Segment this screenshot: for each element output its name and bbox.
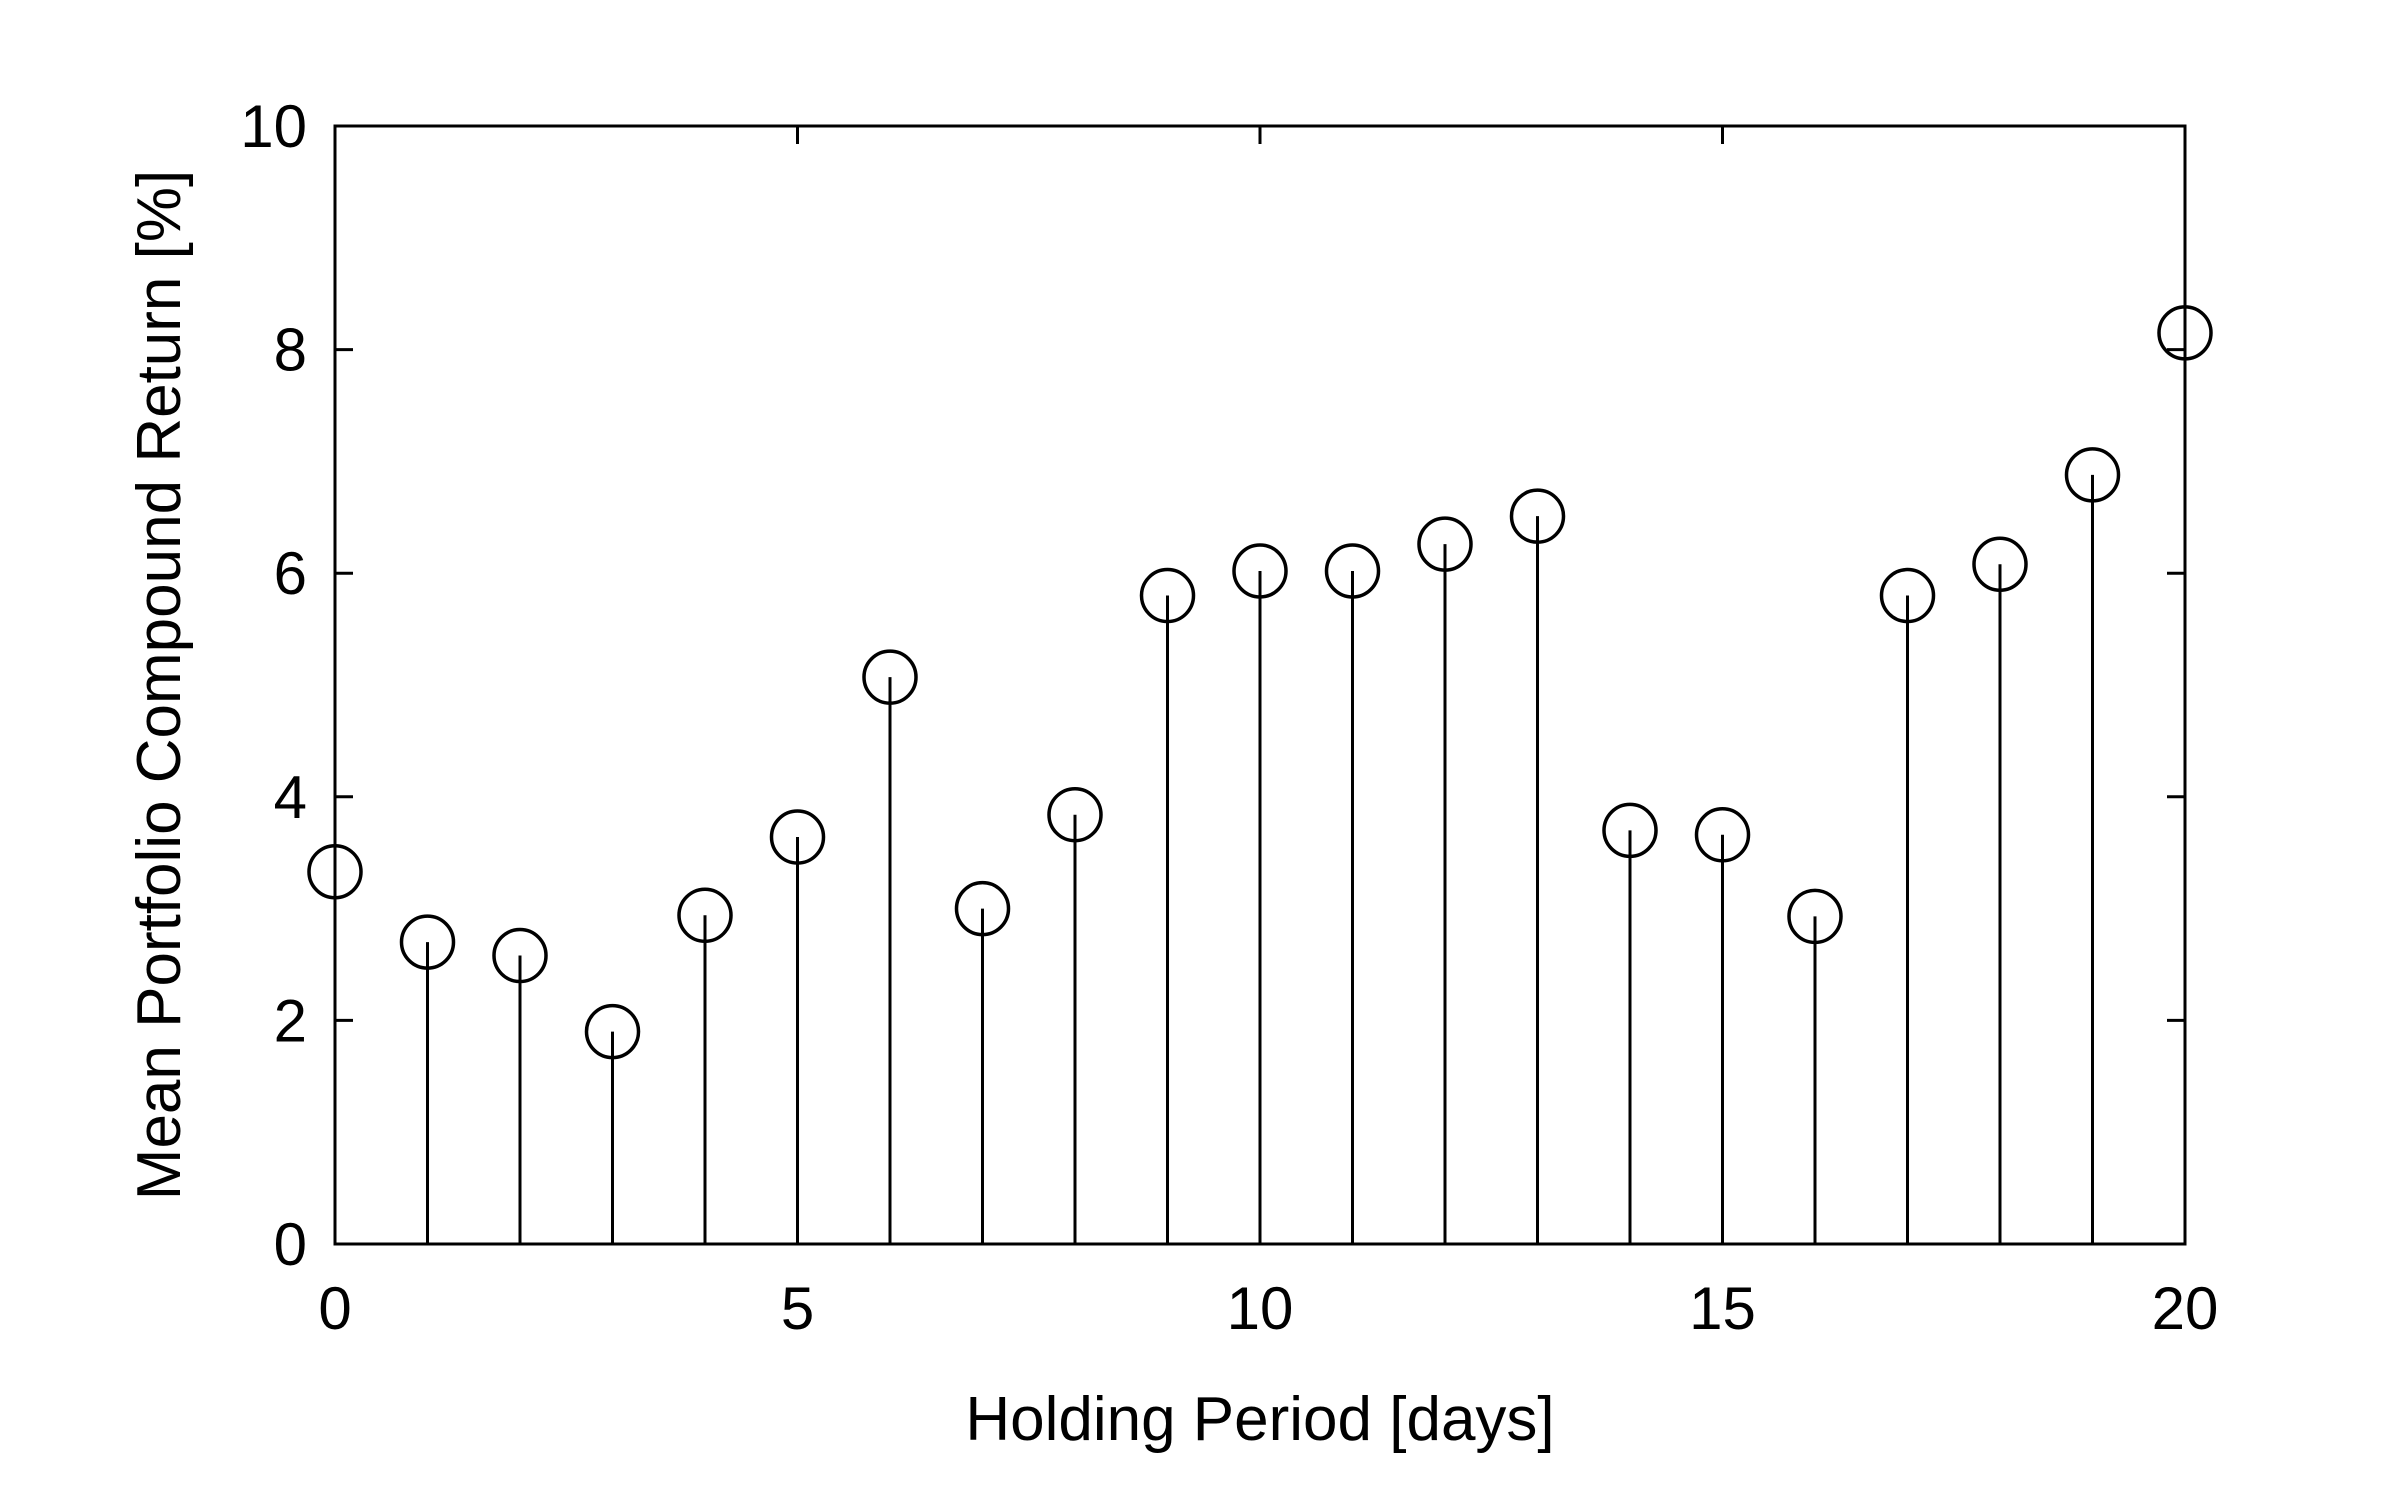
data-point-marker [769, 809, 826, 865]
x-tick-label: 15 [1689, 1275, 1756, 1342]
y-tick-label: 2 [274, 987, 307, 1054]
x-tick-label: 5 [781, 1275, 814, 1342]
data-point-marker [1139, 567, 1196, 624]
x-axis-label: Holding Period [days] [965, 1385, 1554, 1454]
tick-labels-layer: 0 5 10 15 20 0 2 4 6 8 10 [240, 93, 2218, 1342]
markers-layer [307, 305, 2213, 1060]
data-point-marker [1324, 543, 1381, 599]
data-point-marker [954, 880, 1011, 937]
data-point-marker [1694, 807, 1751, 863]
y-tick-label: 4 [274, 764, 307, 831]
data-point-marker [1972, 536, 2028, 593]
y-tick-label: 6 [274, 540, 307, 607]
data-point-marker [584, 1003, 641, 1060]
data-point-marker [492, 927, 548, 984]
data-point-marker [862, 649, 918, 705]
plot-frame [333, 124, 2187, 1246]
x-tick-label: 20 [2152, 1275, 2219, 1342]
stems-layer [426, 474, 2094, 1244]
data-point-marker [1879, 567, 1936, 624]
data-point-marker [1602, 802, 1658, 859]
data-point-marker [2064, 447, 2121, 503]
data-point-marker [1232, 543, 1288, 599]
y-tick-label: 10 [240, 93, 307, 160]
data-point-marker [1787, 888, 1843, 945]
data-point-marker [1047, 786, 1103, 843]
data-point-marker [399, 914, 456, 970]
y-tick-label: 0 [274, 1211, 307, 1278]
x-tick-label: 10 [1227, 1275, 1294, 1342]
data-point-marker [1509, 488, 1566, 544]
data-point-marker [1417, 516, 1473, 572]
data-point-marker [677, 887, 733, 944]
x-tick-label: 0 [318, 1275, 351, 1342]
y-tick-label: 8 [274, 317, 307, 384]
y-axis-label: Mean Portfolio Compound Return [%] [125, 170, 194, 1200]
